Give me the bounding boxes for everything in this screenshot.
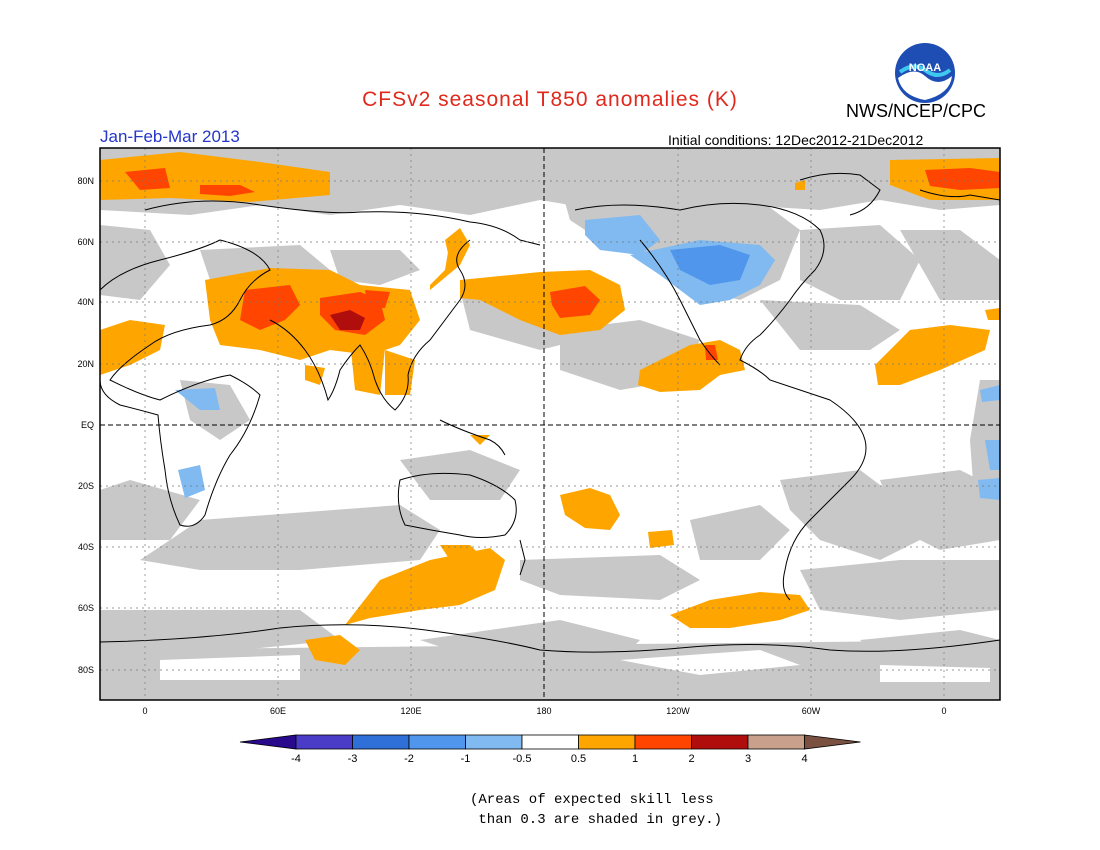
longitude-labels: 0 60E 120E 180 120W 60W 0 [142,706,946,716]
colorbar-tick-label: -1 [461,753,471,765]
lat-label: 40N [77,297,94,307]
colorbar-tick-label: -3 [348,753,358,765]
noaa-logo-text: NOAA [909,62,941,74]
colorbar-swatch [578,734,636,750]
graticule [100,148,1000,700]
initial-conditions: Initial conditions: 12Dec2012-21Dec2012 [668,132,924,148]
colorbar-swatch [521,734,579,750]
colorbar-swatch [747,734,805,750]
lat-label: 80N [77,176,94,186]
lat-label: 20S [78,481,94,491]
colorbar-swatch [295,734,353,750]
lon-label: 120E [400,706,421,716]
colorbar-swatch [352,734,410,750]
colorbar-arrow-low [239,734,297,750]
lon-label: 0 [941,706,946,716]
forecast-period: Jan-Feb-Mar 2013 [100,127,240,146]
colorbar-tick-label: 4 [801,753,807,765]
noaa-logo: NOAA [895,43,955,103]
skill-note-line1: (Areas of expected skill less [470,792,714,808]
colorbar-tick-label: 2 [688,753,694,765]
lat-label: 60N [77,237,94,247]
lon-label: 180 [536,706,551,716]
skill-note: (Areas of expected skill less than 0.3 a… [470,790,730,830]
colorbar-tick-label: 0.5 [571,753,586,765]
colorbar-swatch [634,734,692,750]
cool-anomaly-2 [670,245,750,285]
colorbar-swatch [408,734,466,750]
lat-label: 40S [78,542,94,552]
lat-label: 60S [78,603,94,613]
lon-label: 60E [270,706,286,716]
skill-note-line2: than 0.3 are shaded in grey.) [470,812,723,828]
latitude-labels: 80N 60N 40N 20N EQ 20S 40S 60S 80S [77,176,94,675]
colorbar-tick-label: 1 [632,753,638,765]
colorbar-tick-label: -2 [404,753,414,765]
agency-label: NWS/NCEP/CPC [846,101,987,121]
map-title: CFSv2 seasonal T850 anomalies (K) [362,88,738,111]
colorbar-swatch [465,734,523,750]
colorbar-arrow-high [804,734,861,750]
warm-anomaly-2-3 [330,310,365,330]
colorbar-tick-label: 3 [745,753,751,765]
lon-label: 60W [802,706,821,716]
lat-label: 20N [77,359,94,369]
colorbar-tick-label: -0.5 [513,753,532,765]
map-frame [99,147,1001,701]
lat-label: 80S [78,665,94,675]
mask-gaps [160,650,990,682]
lon-label: 0 [142,706,147,716]
colorbar-swatch [691,734,749,750]
colorbar: -4 -3 -2 -1 -0.5 0.5 1 2 3 4 [239,734,861,765]
colorbar-tick-label: -4 [291,753,301,765]
reference-lines [100,148,1000,700]
lat-label: EQ [81,420,94,430]
lon-label: 120W [666,706,690,716]
